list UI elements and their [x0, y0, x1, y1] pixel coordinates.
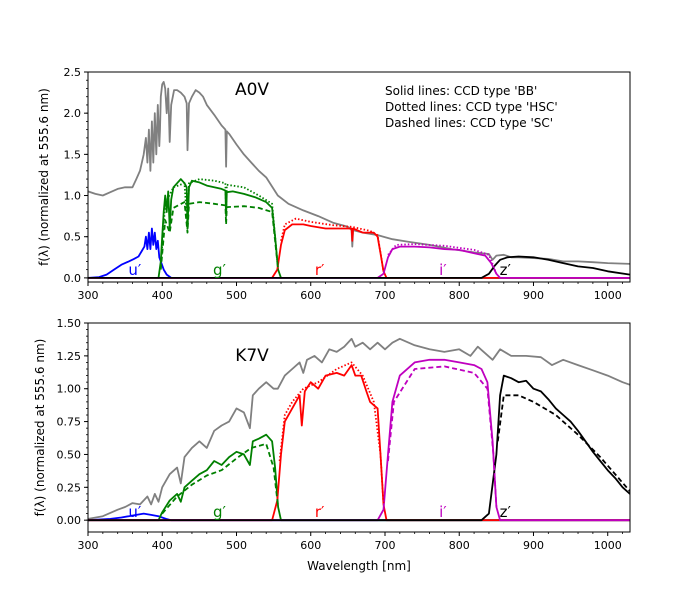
ccd-type-note: Dotted lines: CCD type 'HSC' [385, 100, 558, 114]
y-tick-label: 0.50 [57, 448, 82, 461]
series-line-g-SC [159, 201, 279, 270]
chart-panel-K7V: 300 400 500 600 700 800 900 1000 0.00 0.25 0.50 0.7… [33, 317, 631, 573]
series-line-i-SC [387, 365, 498, 508]
series-line-i-BB [88, 358, 630, 522]
chart-panel-A0V: 300 400 500 600 700 800 900 1000 0.0 0.5 1.0 1.5 2.0… [37, 66, 631, 302]
filter-label: r′ [315, 261, 325, 279]
filter-label: z′ [500, 261, 512, 279]
axes-frame [87, 71, 631, 283]
x-tick-label: 600 [300, 539, 321, 552]
x-tick-label: 300 [78, 289, 99, 302]
axes-frame [87, 322, 631, 533]
x-tick-label: 400 [152, 539, 173, 552]
x-tick-label: 800 [449, 289, 470, 302]
filter-label: z′ [500, 503, 512, 521]
ccd-type-note: Dashed lines: CCD type 'SC' [385, 116, 553, 130]
series-line-spectrum [88, 337, 630, 520]
series-line-i-BB [88, 245, 630, 279]
y-tick-label: 2.0 [64, 107, 82, 120]
series-line-z-BB [88, 255, 630, 279]
filter-label: u′ [128, 503, 142, 521]
y-tick-label: 1.25 [57, 350, 82, 363]
y-tick-label: 0.5 [64, 231, 82, 244]
series-line-u-BB [88, 227, 630, 279]
y-tick-label: 0.0 [64, 272, 82, 285]
y-tick-label: 1.5 [64, 148, 82, 161]
y-tick-label: 1.50 [57, 317, 82, 330]
series-line-r-HSC [280, 217, 385, 272]
series-line-z-BB [88, 374, 630, 522]
filter-label: r′ [315, 503, 325, 521]
y-axis-label: f(λ) (normalized at 555.6 nm) [37, 88, 51, 266]
filter-label: u′ [128, 261, 142, 279]
x-tick-label: 700 [374, 289, 395, 302]
series-line-r-BB [88, 223, 630, 279]
x-tick-label: 500 [226, 289, 247, 302]
x-tick-label: 600 [300, 289, 321, 302]
series-line-g-BB [88, 433, 630, 522]
x-tick-label: 800 [449, 539, 470, 552]
series-group [88, 337, 630, 522]
series-line-g-HSC [159, 178, 279, 270]
series-line-z-SC [496, 394, 630, 492]
filter-label: g′ [213, 503, 227, 521]
x-tick-label: 1000 [594, 539, 622, 552]
filter-label: i′ [439, 261, 447, 279]
ccd-type-note: Solid lines: CCD type 'BB' [385, 84, 537, 98]
y-tick-label: 2.5 [64, 66, 82, 79]
star-type-label: A0V [235, 80, 269, 100]
y-tick-label: 0.00 [57, 514, 82, 527]
x-tick-label: 1000 [594, 289, 622, 302]
filter-label: g′ [213, 261, 227, 279]
x-tick-label: 500 [226, 539, 247, 552]
x-tick-label: 700 [374, 539, 395, 552]
x-tick-label: 400 [152, 289, 173, 302]
star-type-label: K7V [235, 346, 269, 366]
x-tick-label: 900 [523, 289, 544, 302]
x-tick-label: 300 [78, 539, 99, 552]
y-tick-label: 0.25 [57, 481, 82, 494]
series-line-r-BB [88, 364, 630, 522]
series-line-u-BB [88, 512, 630, 522]
series-line-g-BB [88, 178, 630, 279]
y-axis-label: f(λ) (normalized at 555.6 nm) [33, 339, 47, 517]
series-group [88, 81, 630, 279]
y-tick-label: 1.00 [57, 383, 82, 396]
series-line-r-HSC [278, 361, 385, 505]
y-tick-label: 1.0 [64, 190, 82, 203]
filter-label: i′ [439, 503, 447, 521]
x-axis-label: Wavelength [nm] [307, 559, 411, 573]
x-tick-label: 900 [523, 539, 544, 552]
series-line-g-SC [161, 443, 279, 515]
y-tick-label: 0.75 [57, 416, 82, 429]
